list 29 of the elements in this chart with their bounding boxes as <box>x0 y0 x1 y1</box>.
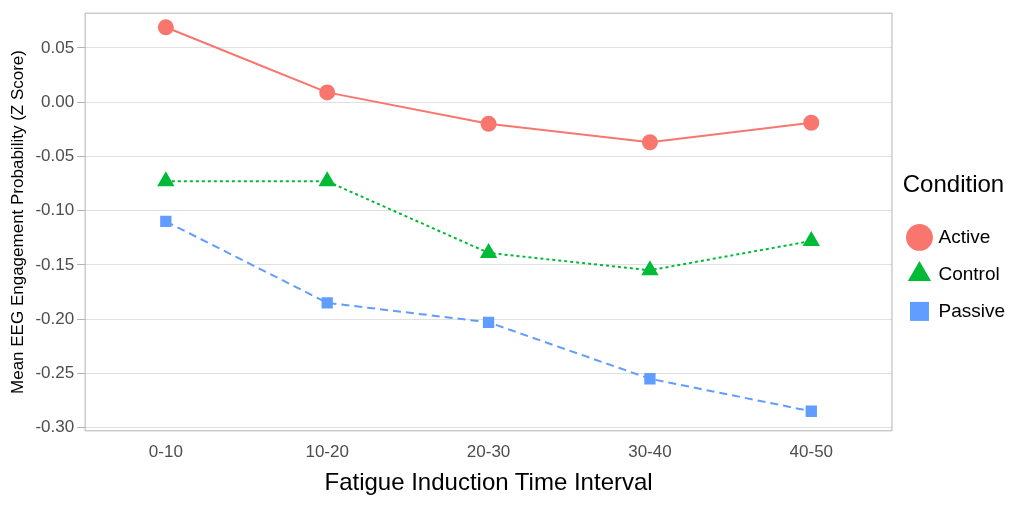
point <box>805 405 817 417</box>
legend-title: Condition <box>902 169 1005 197</box>
y-axis-title: Mean EEG Engagement Probability (Z Score) <box>7 50 27 394</box>
point <box>482 316 495 328</box>
legend-label: Passive <box>938 299 1005 321</box>
legend-label: Control <box>938 262 1000 284</box>
x-tick-label: 10-20 <box>305 441 349 461</box>
point <box>644 373 656 385</box>
y-tick-label: -0.25 <box>35 363 75 382</box>
x-axis-title: Fatigue Induction Time Interval <box>324 468 653 496</box>
y-tick-label: -0.15 <box>35 254 75 274</box>
y-tick-label: -0.05 <box>35 146 75 166</box>
point <box>803 114 820 131</box>
x-tick-label: 0-10 <box>148 441 183 461</box>
y-tick-label: -0.20 <box>35 308 75 328</box>
legend-label: Active <box>938 225 991 247</box>
point <box>160 215 172 228</box>
y-tick-label: 0.05 <box>41 37 75 57</box>
y-tick-label: -0.30 <box>35 417 75 437</box>
x-tick-label: 30-40 <box>628 441 672 461</box>
x-tick-label: 20-30 <box>466 441 511 461</box>
point <box>480 115 497 132</box>
y-tick-label: -0.10 <box>35 200 75 220</box>
point <box>319 84 336 101</box>
y-tick-label: 0.00 <box>41 91 75 111</box>
point <box>157 19 174 36</box>
point <box>641 134 658 151</box>
x-tick-label: 40-50 <box>789 441 834 461</box>
point <box>321 297 333 309</box>
